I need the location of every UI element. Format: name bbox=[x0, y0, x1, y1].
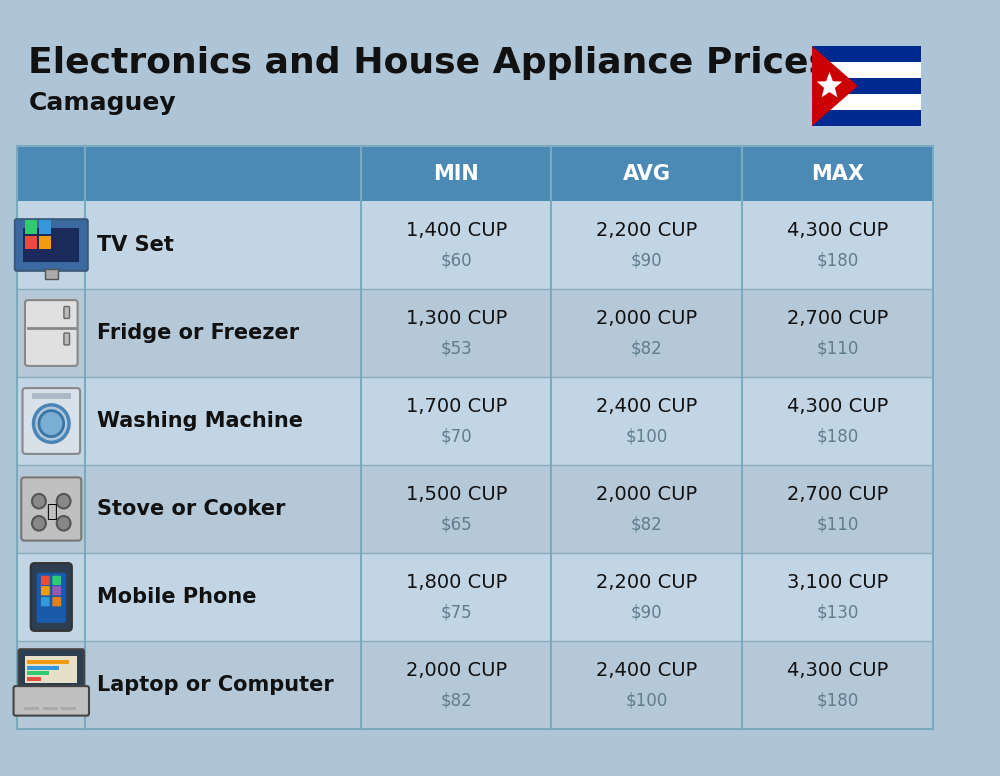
Bar bbox=[24, 708, 39, 711]
Text: 2,000 CUP: 2,000 CUP bbox=[406, 661, 507, 681]
Bar bbox=[17, 377, 933, 465]
Text: $60: $60 bbox=[440, 252, 472, 270]
FancyBboxPatch shape bbox=[37, 573, 66, 623]
Text: 2,700 CUP: 2,700 CUP bbox=[787, 310, 888, 328]
Text: $130: $130 bbox=[816, 604, 859, 622]
Text: Laptop or Computer: Laptop or Computer bbox=[97, 675, 334, 695]
FancyBboxPatch shape bbox=[23, 388, 80, 454]
FancyBboxPatch shape bbox=[41, 576, 50, 585]
Text: $82: $82 bbox=[631, 340, 663, 358]
Text: $75: $75 bbox=[440, 604, 472, 622]
Bar bbox=[17, 553, 933, 641]
Text: 3,100 CUP: 3,100 CUP bbox=[787, 573, 888, 593]
FancyBboxPatch shape bbox=[41, 597, 50, 606]
Bar bbox=[25, 656, 77, 683]
Text: MIN: MIN bbox=[433, 164, 479, 183]
Text: Stove or Cooker: Stove or Cooker bbox=[97, 499, 285, 519]
FancyBboxPatch shape bbox=[52, 597, 61, 606]
Bar bbox=[27, 671, 49, 675]
Text: $70: $70 bbox=[440, 428, 472, 446]
Text: 1,400 CUP: 1,400 CUP bbox=[406, 221, 507, 241]
Bar bbox=[812, 110, 921, 126]
Bar bbox=[43, 708, 58, 711]
Text: $100: $100 bbox=[626, 692, 668, 710]
Bar bbox=[45, 268, 58, 279]
Text: 1,700 CUP: 1,700 CUP bbox=[406, 397, 507, 417]
Bar bbox=[17, 201, 933, 289]
Circle shape bbox=[39, 411, 64, 437]
Text: Washing Machine: Washing Machine bbox=[97, 411, 303, 431]
Text: 🔥: 🔥 bbox=[46, 503, 57, 521]
Bar bbox=[812, 46, 921, 62]
FancyBboxPatch shape bbox=[31, 563, 72, 631]
Bar bbox=[25, 236, 37, 249]
Circle shape bbox=[32, 516, 46, 531]
Bar bbox=[32, 393, 71, 399]
Polygon shape bbox=[812, 46, 858, 126]
FancyBboxPatch shape bbox=[14, 686, 89, 715]
Bar bbox=[39, 236, 51, 249]
Bar bbox=[23, 228, 79, 262]
Text: $53: $53 bbox=[440, 340, 472, 358]
Text: $65: $65 bbox=[440, 516, 472, 534]
FancyBboxPatch shape bbox=[21, 477, 81, 541]
Bar bbox=[61, 708, 76, 711]
Bar bbox=[812, 62, 921, 78]
Text: 2,000 CUP: 2,000 CUP bbox=[596, 486, 697, 504]
FancyBboxPatch shape bbox=[64, 333, 70, 345]
FancyBboxPatch shape bbox=[52, 576, 61, 585]
Text: 4,300 CUP: 4,300 CUP bbox=[787, 221, 888, 241]
Text: TV Set: TV Set bbox=[97, 235, 174, 255]
FancyBboxPatch shape bbox=[19, 650, 84, 688]
Text: 2,400 CUP: 2,400 CUP bbox=[596, 661, 697, 681]
FancyBboxPatch shape bbox=[41, 586, 50, 595]
Bar bbox=[17, 465, 933, 553]
Text: Camaguey: Camaguey bbox=[28, 91, 176, 115]
Text: $100: $100 bbox=[626, 428, 668, 446]
Bar bbox=[812, 78, 921, 94]
Text: $110: $110 bbox=[816, 340, 859, 358]
Circle shape bbox=[34, 405, 69, 442]
Text: $110: $110 bbox=[816, 516, 859, 534]
Bar bbox=[27, 677, 41, 681]
Bar bbox=[812, 94, 921, 110]
Text: MAX: MAX bbox=[811, 164, 864, 183]
FancyBboxPatch shape bbox=[25, 300, 78, 366]
Text: $180: $180 bbox=[816, 252, 858, 270]
Text: 1,300 CUP: 1,300 CUP bbox=[406, 310, 507, 328]
Polygon shape bbox=[817, 72, 842, 97]
Text: AVG: AVG bbox=[623, 164, 671, 183]
Text: 2,400 CUP: 2,400 CUP bbox=[596, 397, 697, 417]
Text: $90: $90 bbox=[631, 252, 663, 270]
Text: $90: $90 bbox=[631, 604, 663, 622]
FancyBboxPatch shape bbox=[15, 219, 88, 271]
Text: 4,300 CUP: 4,300 CUP bbox=[787, 661, 888, 681]
FancyBboxPatch shape bbox=[64, 307, 70, 318]
Text: 2,700 CUP: 2,700 CUP bbox=[787, 486, 888, 504]
Circle shape bbox=[57, 516, 71, 531]
Text: 2,200 CUP: 2,200 CUP bbox=[596, 221, 697, 241]
Bar bbox=[17, 289, 933, 377]
Text: 4,300 CUP: 4,300 CUP bbox=[787, 397, 888, 417]
Text: 2,200 CUP: 2,200 CUP bbox=[596, 573, 697, 593]
Text: $180: $180 bbox=[816, 692, 858, 710]
Text: $82: $82 bbox=[440, 692, 472, 710]
Text: $180: $180 bbox=[816, 428, 858, 446]
Bar bbox=[17, 641, 933, 729]
Text: 1,800 CUP: 1,800 CUP bbox=[406, 573, 507, 593]
Text: Fridge or Freezer: Fridge or Freezer bbox=[97, 323, 299, 343]
Bar bbox=[17, 146, 933, 201]
Bar bbox=[27, 666, 59, 670]
Text: Electronics and House Appliance Prices: Electronics and House Appliance Prices bbox=[28, 46, 830, 80]
Text: $82: $82 bbox=[631, 516, 663, 534]
Bar bbox=[39, 220, 51, 234]
Text: Mobile Phone: Mobile Phone bbox=[97, 587, 256, 607]
Text: 1,500 CUP: 1,500 CUP bbox=[406, 486, 507, 504]
Bar bbox=[25, 220, 37, 234]
Bar bbox=[27, 660, 69, 664]
Circle shape bbox=[32, 494, 46, 508]
Circle shape bbox=[57, 494, 71, 508]
Text: 2,000 CUP: 2,000 CUP bbox=[596, 310, 697, 328]
FancyBboxPatch shape bbox=[52, 586, 61, 595]
